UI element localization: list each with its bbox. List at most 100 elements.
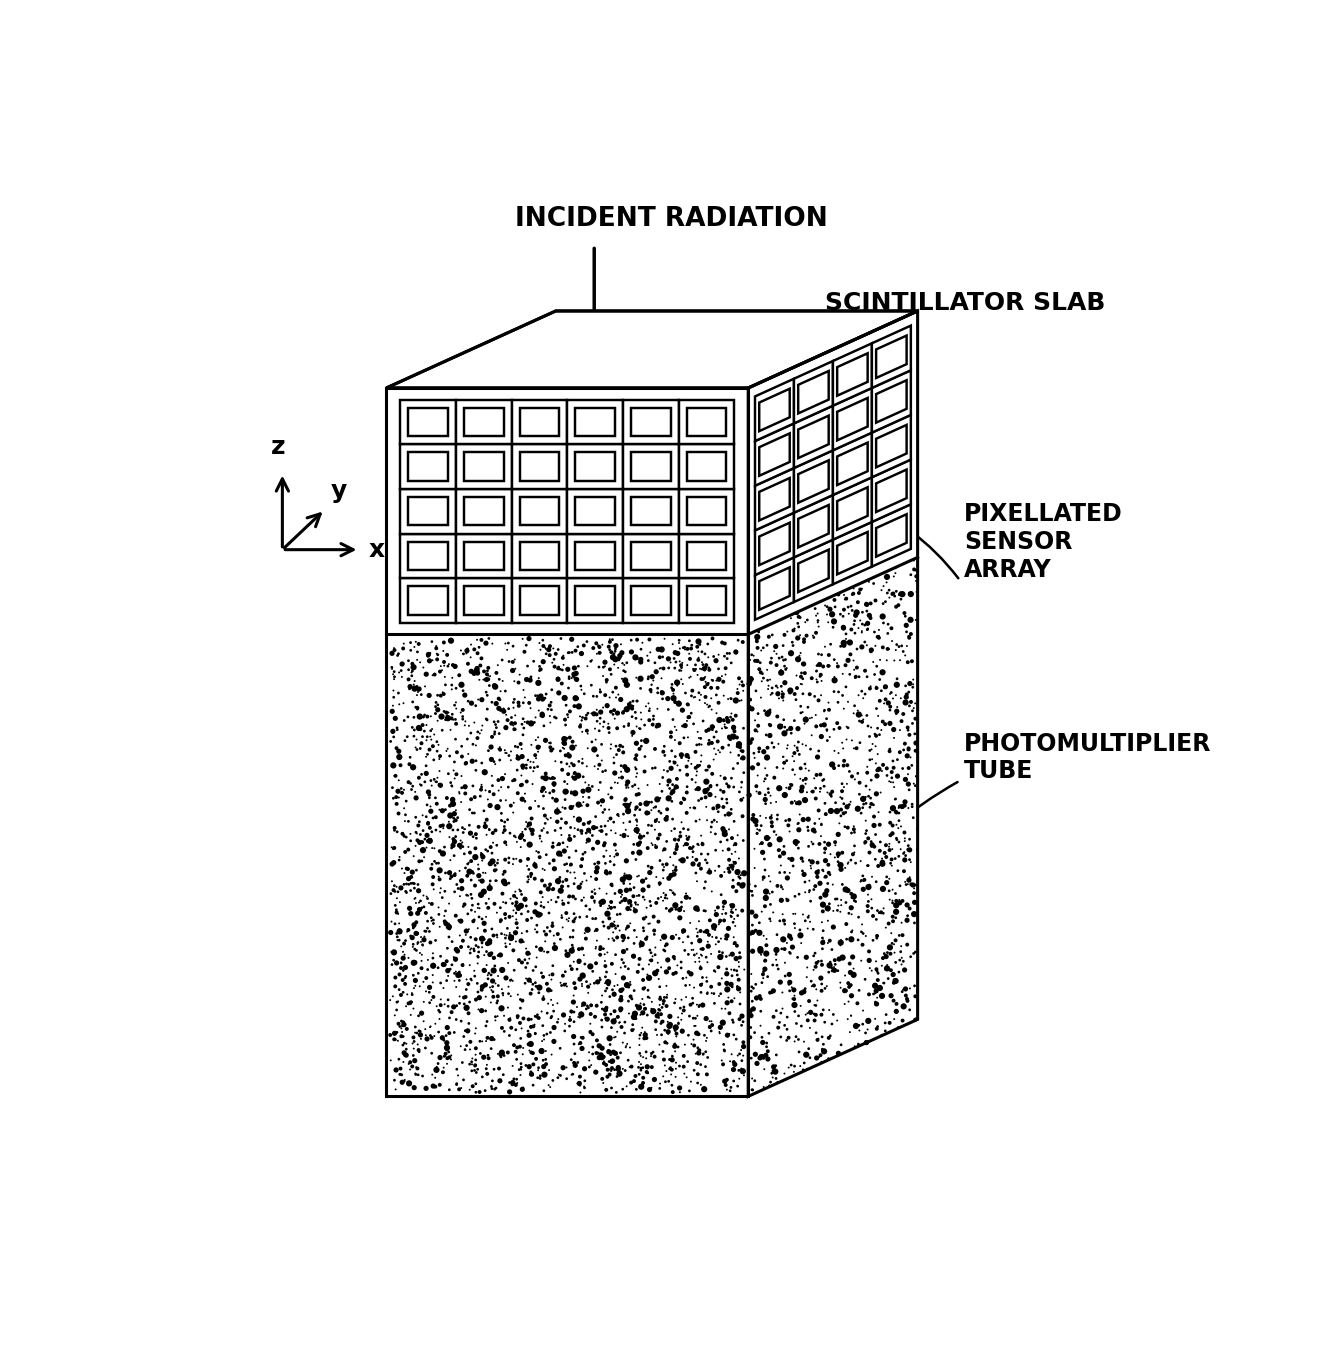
Point [388, 920, 410, 942]
Point [459, 954, 481, 976]
Point [740, 963, 762, 985]
Point [538, 902, 560, 924]
Point [554, 797, 576, 819]
Point [418, 644, 439, 666]
Point [423, 866, 445, 888]
Point [747, 819, 769, 840]
Point [449, 835, 470, 856]
Point [841, 1005, 862, 1027]
Point [672, 967, 694, 989]
Point [561, 1001, 582, 1023]
Point [828, 743, 849, 764]
Point [872, 878, 893, 900]
Point [582, 908, 604, 930]
Point [588, 831, 609, 852]
Point [471, 932, 493, 954]
Point [750, 652, 771, 674]
Point [861, 639, 882, 660]
Bar [400, 578, 455, 622]
Point [806, 866, 828, 888]
Point [769, 828, 790, 850]
Point [711, 787, 732, 809]
Point [798, 850, 819, 871]
Point [386, 888, 407, 909]
Point [793, 789, 814, 810]
Point [869, 977, 890, 999]
Point [710, 779, 731, 801]
Point [510, 1059, 532, 1081]
Point [453, 930, 474, 951]
Point [866, 626, 888, 648]
Point [759, 668, 781, 690]
Point [542, 787, 564, 809]
Point [777, 621, 798, 643]
Point [732, 747, 754, 769]
Point [604, 833, 625, 855]
Point [403, 873, 424, 894]
Point [457, 653, 478, 675]
Point [872, 848, 893, 870]
Point [801, 970, 822, 992]
Point [790, 672, 811, 694]
Point [538, 637, 560, 659]
Point [898, 839, 920, 861]
Point [612, 767, 633, 789]
Point [540, 732, 561, 754]
Point [841, 884, 862, 905]
Point [621, 641, 643, 663]
Point [554, 687, 576, 709]
Point [894, 691, 916, 713]
Point [615, 1036, 636, 1058]
Point [683, 658, 704, 679]
Point [703, 959, 724, 981]
Point [649, 1073, 671, 1095]
Point [661, 1074, 683, 1096]
Point [442, 832, 463, 854]
Point [396, 882, 418, 904]
Point [858, 725, 880, 747]
Point [510, 764, 532, 786]
Point [873, 902, 894, 924]
Point [412, 934, 434, 955]
Point [692, 966, 714, 988]
Point [479, 977, 501, 999]
Point [880, 700, 901, 721]
Point [836, 913, 857, 935]
Point [501, 706, 522, 728]
Point [383, 838, 404, 859]
Point [640, 800, 661, 821]
Point [479, 930, 501, 951]
Point [620, 629, 641, 651]
Point [419, 817, 441, 839]
Point [811, 670, 833, 691]
Point [821, 939, 842, 961]
Point [502, 848, 524, 870]
Point [437, 787, 458, 809]
Point [781, 607, 802, 629]
Point [801, 831, 822, 852]
Point [844, 769, 865, 790]
Point [382, 854, 403, 875]
Point [528, 727, 549, 748]
Point [783, 1031, 805, 1053]
Point [437, 1053, 458, 1074]
Point [898, 626, 920, 648]
Text: z: z [272, 434, 285, 459]
Point [823, 670, 845, 691]
Point [631, 639, 652, 660]
Point [771, 997, 793, 1019]
Point [667, 675, 688, 697]
Point [530, 939, 552, 961]
Point [882, 797, 904, 819]
Point [633, 1027, 655, 1049]
Point [757, 1040, 778, 1062]
Point [692, 1043, 714, 1065]
Point [712, 737, 734, 759]
Point [603, 682, 624, 704]
Point [541, 740, 562, 762]
Point [844, 702, 865, 724]
Point [865, 725, 886, 747]
Point [783, 751, 805, 773]
Point [750, 1015, 771, 1036]
Point [850, 870, 872, 892]
